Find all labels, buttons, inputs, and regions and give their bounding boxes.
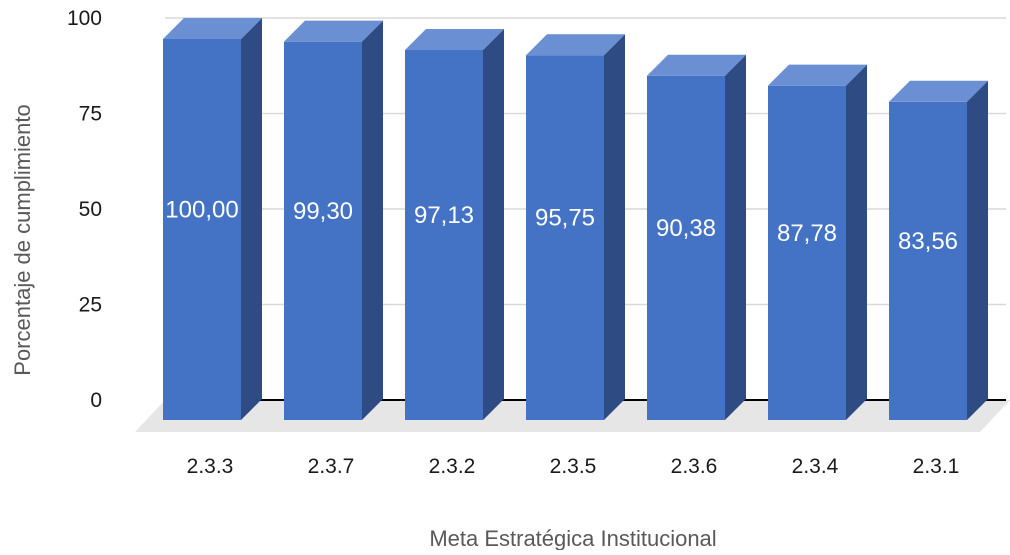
y-tick-label: 25	[79, 294, 102, 317]
data-label: 90,38	[656, 215, 716, 242]
y-tick-label: 50	[79, 198, 102, 221]
bar-front	[163, 39, 241, 420]
bar-front	[768, 86, 846, 420]
bar-front	[647, 76, 725, 420]
bar-side	[241, 18, 262, 420]
y-axis-title: Porcentaje de cumplimiento	[10, 104, 35, 375]
x-category-label: 2.3.6	[671, 455, 718, 478]
bar-side	[362, 21, 383, 420]
y-axis-tick-labels: 0 25 50 75 100	[67, 7, 102, 412]
data-label: 83,56	[898, 228, 958, 255]
bar-front	[284, 42, 362, 420]
bar-front	[526, 55, 604, 420]
y-tick-label: 0	[90, 389, 102, 412]
bar-side	[725, 55, 746, 420]
x-category-label: 2.3.1	[913, 455, 960, 478]
x-axis-title: Meta Estratégica Institucional	[429, 526, 716, 550]
bar-front	[889, 102, 967, 420]
bar-side	[846, 65, 867, 420]
x-category-label: 2.3.5	[550, 455, 597, 478]
x-category-label: 2.3.3	[187, 455, 234, 478]
x-axis-category-labels: 2.3.3 2.3.7 2.3.2 2.3.5 2.3.6 2.3.4 2.3.1	[187, 455, 960, 478]
bar-side	[967, 81, 988, 420]
data-label: 100,00	[165, 197, 238, 224]
bar-side	[483, 29, 504, 420]
data-label: 95,75	[535, 205, 595, 232]
data-label: 87,78	[777, 220, 837, 247]
y-tick-label: 100	[67, 7, 102, 30]
bar-side	[604, 34, 625, 420]
y-tick-label: 75	[79, 103, 102, 126]
data-label: 99,30	[293, 198, 353, 225]
bar-front	[405, 50, 483, 420]
x-category-label: 2.3.7	[308, 455, 355, 478]
x-category-label: 2.3.2	[429, 455, 476, 478]
x-category-label: 2.3.4	[792, 455, 839, 478]
data-label: 97,13	[414, 202, 474, 229]
